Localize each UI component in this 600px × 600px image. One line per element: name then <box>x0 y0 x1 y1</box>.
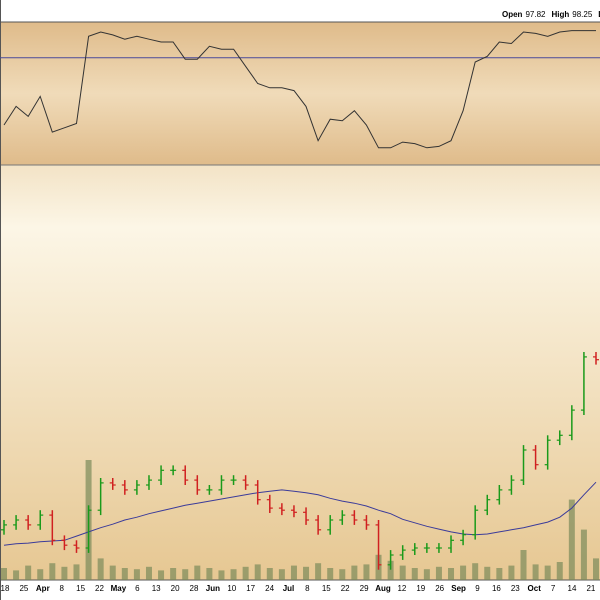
x-tick-label: 23 <box>511 584 520 593</box>
volume-bar <box>508 565 515 580</box>
volume-bar <box>520 550 527 580</box>
x-tick-label: 21 <box>586 584 595 593</box>
x-tick-label: 7 <box>551 584 556 593</box>
x-tick-label: 12 <box>397 584 406 593</box>
x-tick-label: 20 <box>171 584 180 593</box>
x-tick-label: 8 <box>59 584 64 593</box>
volume-bar <box>266 568 273 580</box>
x-tick-label: Jul <box>283 584 295 593</box>
x-tick-label: 9 <box>475 584 480 593</box>
header-label: Low <box>598 10 600 19</box>
volume-bar <box>254 564 261 580</box>
volume-bar <box>278 569 285 580</box>
x-tick-label: 22 <box>95 584 104 593</box>
volume-bar <box>158 570 165 580</box>
x-tick-label: May <box>111 584 127 593</box>
volume-bar <box>532 564 539 580</box>
volume-bar <box>593 558 599 580</box>
header-value: 97.82 <box>525 10 546 19</box>
volume-bar <box>25 565 32 580</box>
volume-bar <box>230 569 237 580</box>
header-label: Open <box>502 10 523 19</box>
x-tick-label: 17 <box>246 584 255 593</box>
volume-bar <box>496 568 503 580</box>
volume-bar <box>145 566 152 580</box>
volume-bar <box>242 566 249 580</box>
x-tick-label: 14 <box>568 584 577 593</box>
volume-bar <box>97 558 104 580</box>
volume-bar <box>351 565 358 580</box>
x-tick-label: Oct <box>528 584 542 593</box>
volume-bar <box>290 565 297 580</box>
volume-bar <box>1 568 7 580</box>
x-tick-label: 15 <box>76 584 85 593</box>
volume-bar <box>170 568 177 580</box>
volume-bar <box>423 569 430 580</box>
volume-bar <box>37 569 44 580</box>
volume-bar <box>556 562 563 580</box>
x-tick-label: 22 <box>341 584 350 593</box>
volume-bar <box>194 565 201 580</box>
volume-bar <box>411 568 418 580</box>
volume-bar <box>73 564 80 580</box>
volume-bar <box>327 568 334 580</box>
x-tick-label: 13 <box>152 584 161 593</box>
header-label: High <box>551 10 569 19</box>
x-tick-label: Apr <box>36 584 50 593</box>
volume-bar <box>399 565 406 580</box>
volume-bar <box>109 565 116 580</box>
x-tick-label: Jun <box>206 584 220 593</box>
volume-bar <box>121 568 128 580</box>
volume-bar <box>13 570 20 580</box>
x-tick-label: 18 <box>1 584 10 593</box>
volume-bar <box>303 566 310 580</box>
volume-bar <box>460 565 467 580</box>
x-tick-label: 19 <box>416 584 425 593</box>
volume-bar <box>49 563 56 580</box>
volume-bar <box>387 560 394 580</box>
x-tick-label: 15 <box>322 584 331 593</box>
x-tick-label: 6 <box>135 584 140 593</box>
volume-bar <box>315 563 322 580</box>
x-tick-label: 24 <box>265 584 274 593</box>
volume-bar <box>206 568 213 580</box>
volume-bar <box>435 566 442 580</box>
volume-bar <box>484 566 491 580</box>
x-tick-label: 8 <box>305 584 310 593</box>
x-tick-label: 26 <box>435 584 444 593</box>
moving-average <box>3 481 597 546</box>
x-tick-label: 10 <box>227 584 236 593</box>
volume-bar <box>568 499 575 580</box>
volume-bar <box>61 566 68 580</box>
x-tick-label: 16 <box>492 584 501 593</box>
indicator-panel <box>0 22 600 165</box>
volume-bar <box>133 569 140 580</box>
volume-bar <box>218 570 225 580</box>
x-tick-label: 25 <box>19 584 28 593</box>
volume-bar <box>448 568 455 580</box>
volume-bar <box>544 565 551 580</box>
volume-bar <box>580 529 587 580</box>
x-tick-label: Sep <box>451 584 466 593</box>
volume-bar <box>472 563 479 580</box>
volume-bar <box>363 564 370 580</box>
header-value: 98.25 <box>572 10 593 19</box>
volume-bar <box>339 569 346 580</box>
x-tick-label: 28 <box>190 584 199 593</box>
x-tick-label: Aug <box>375 584 391 593</box>
x-tick-label: 29 <box>360 584 369 593</box>
indicator-line <box>3 30 596 149</box>
volume-bar <box>182 569 189 580</box>
